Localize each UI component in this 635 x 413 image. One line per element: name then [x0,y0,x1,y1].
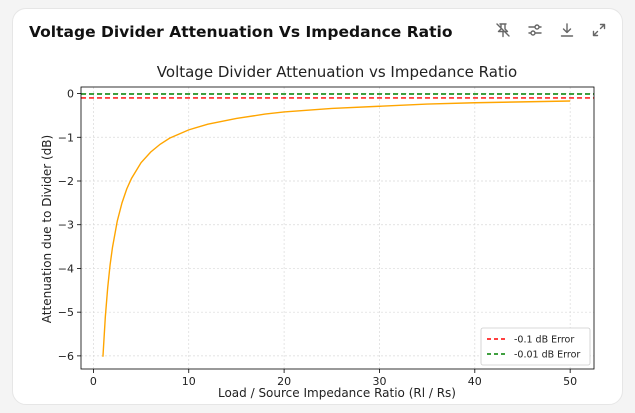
y-axis-label: Attenuation due to Divider (dB) [40,135,54,323]
chart-title: Voltage Divider Attenuation vs Impedance… [157,63,517,81]
x-tick-label: 10 [182,375,196,388]
card-title: Voltage Divider Attenuation Vs Impedance… [29,23,453,41]
legend: -0.1 dB Error -0.01 dB Error [480,327,591,366]
x-tick-label: 0 [90,375,97,388]
chart-card: Voltage Divider Attenuation Vs Impedance… [12,8,623,405]
sliders-icon[interactable] [526,21,544,39]
pin-off-icon[interactable] [494,21,512,39]
y-axis: 0 −1 −2 −3 −4 −5 −6 [58,88,81,363]
chart-toolbar [494,21,608,39]
series-layer [81,93,594,357]
x-axis-label: Load / Source Impedance Ratio (Rl / Rs) [218,386,456,400]
legend-label-green: -0.01 dB Error [514,350,580,361]
chart-svg: Voltage Divider Attenuation vs Impedance… [40,63,595,400]
x-tick-label: 40 [468,375,482,388]
plot-frame [80,86,595,370]
download-icon[interactable] [558,21,576,39]
y-tick-label: −4 [58,262,74,275]
x-axis: 0 10 20 30 40 50 [90,369,577,388]
x-tick-label: 30 [372,375,386,388]
y-tick-label: 0 [67,88,74,101]
y-tick-label: −3 [58,219,74,232]
y-tick-label: −5 [58,306,74,319]
grid [81,87,594,369]
legend-label-red: -0.1 dB Error [514,335,574,346]
y-tick-label: −1 [58,131,74,144]
y-tick-label: −2 [58,175,74,188]
legend-box [480,327,591,366]
x-tick-label: 50 [563,375,577,388]
x-tick-label: 20 [277,375,291,388]
expand-icon[interactable] [590,21,608,39]
attenuation-curve [102,100,571,357]
y-tick-label: −6 [58,350,74,363]
